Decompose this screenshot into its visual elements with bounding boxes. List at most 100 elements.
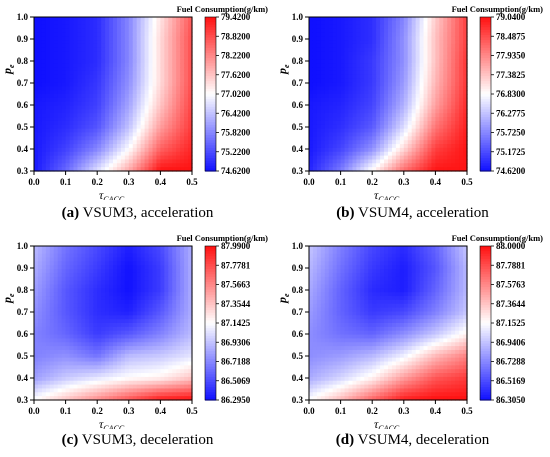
heatmap-cell (324, 167, 330, 172)
heatmap-cell (443, 109, 448, 114)
heatmap-cell (443, 124, 448, 130)
heatmap-cell (415, 144, 421, 149)
heatmap-cell (156, 307, 161, 313)
heatmap-cell (415, 28, 421, 33)
heatmap-cell (65, 97, 71, 103)
heatmap-cell (172, 334, 177, 339)
heatmap-cell (395, 117, 401, 122)
heatmap-cell (124, 163, 130, 168)
colorbar-segment (480, 137, 491, 141)
heatmap-cell (69, 284, 75, 289)
heatmap-cell (423, 86, 429, 91)
heatmap-cell (415, 20, 421, 26)
heatmap-cell (188, 28, 193, 33)
heatmap-cell (188, 120, 193, 126)
heatmap-cell (447, 109, 452, 114)
heatmap-cell (427, 47, 433, 53)
heatmap-cell (407, 109, 413, 114)
heatmap-cell (435, 163, 440, 168)
heatmap-cell (65, 392, 71, 397)
heatmap-cell (85, 280, 90, 286)
colorbar-tick-label: 76.4200 (221, 108, 251, 118)
heatmap-cell (81, 109, 86, 114)
heatmap-cell (148, 272, 154, 278)
heatmap-cell (89, 105, 94, 110)
heatmap-cell (312, 67, 318, 72)
heatmap-cell (65, 94, 71, 99)
heatmap-cell (128, 90, 134, 95)
heatmap-cell (81, 288, 86, 293)
heatmap-cell (93, 334, 98, 339)
heatmap-cell (37, 109, 43, 114)
heatmap-cell (160, 280, 165, 286)
heatmap-cell (34, 90, 39, 95)
heatmap-cell (180, 97, 185, 103)
heatmap-cell (328, 101, 334, 107)
heatmap-cell (136, 272, 142, 278)
heatmap-cell (451, 136, 456, 141)
heatmap-cell (419, 47, 425, 53)
heatmap-cell (451, 128, 456, 134)
heatmap-cell (360, 101, 365, 107)
heatmap-cell (140, 28, 146, 33)
heatmap-cell (455, 55, 460, 60)
heatmap-cell (57, 334, 63, 339)
heatmap-cell (93, 272, 98, 278)
heatmap-cell (439, 163, 444, 168)
heatmap-cell (364, 113, 369, 118)
heatmap-cell (120, 28, 126, 33)
heatmap-cell (391, 94, 397, 99)
heatmap-cell (419, 120, 425, 126)
heatmap-cell (427, 51, 433, 57)
heatmap-cell (37, 284, 43, 289)
heatmap-cell (152, 353, 158, 359)
heatmap-cell (324, 20, 330, 26)
heatmap-cell (89, 376, 94, 382)
heatmap-cell (57, 288, 63, 293)
heatmap-cell (37, 396, 43, 401)
heatmap-cell (116, 249, 122, 255)
heatmap-cell (97, 357, 102, 363)
heatmap-cell (160, 265, 165, 270)
heatmap-cell (34, 369, 39, 374)
heatmap-cell (105, 338, 110, 343)
heatmap-cell (376, 78, 381, 84)
heatmap-cell (34, 40, 39, 45)
heatmap-cell (172, 272, 177, 278)
heatmap-cell (41, 349, 47, 355)
heatmap-cell (324, 159, 330, 164)
heatmap-cell (124, 284, 130, 289)
y-tick-label: 0.8 (292, 56, 304, 66)
heatmap-cell (136, 357, 142, 363)
heatmap-cell (419, 128, 425, 134)
heatmap-cell (101, 269, 106, 274)
heatmap-cell (144, 128, 150, 134)
heatmap-cell (309, 117, 314, 122)
heatmap-cell (352, 151, 357, 157)
heatmap-cell (41, 272, 47, 278)
heatmap-cell (399, 120, 405, 126)
heatmap-cell (156, 257, 161, 262)
heatmap-cell (77, 82, 82, 87)
heatmap-cell (168, 288, 173, 293)
heatmap-cell (113, 249, 118, 255)
heatmap-cell (45, 90, 51, 95)
heatmap-cell (160, 303, 165, 309)
heatmap-cell (41, 47, 47, 53)
heatmap-cell (128, 24, 134, 30)
heatmap-cell (41, 82, 47, 87)
heatmap-cell (97, 365, 102, 370)
heatmap-cell (113, 136, 118, 141)
heatmap-cell (85, 101, 90, 107)
heatmap-cell (443, 140, 448, 145)
heatmap-cell (49, 124, 55, 130)
heatmap-cell (49, 132, 55, 137)
heatmap-cell (89, 253, 94, 259)
heatmap-cell (336, 147, 342, 153)
heatmap-cell (184, 315, 189, 320)
heatmap-cell (69, 373, 75, 378)
heatmap-cell (431, 147, 436, 153)
heatmap-cell (93, 78, 98, 84)
heatmap-cell (89, 346, 94, 351)
heatmap-cell (348, 90, 354, 95)
